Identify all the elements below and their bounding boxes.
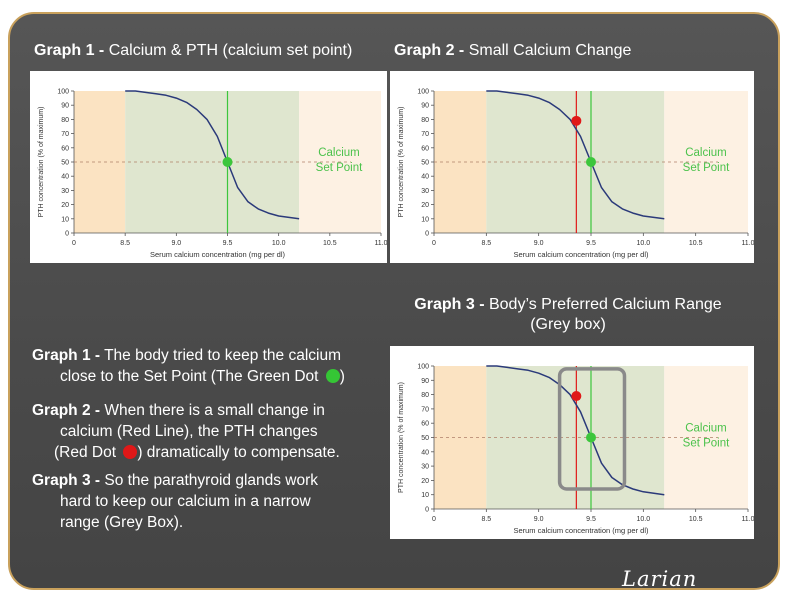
graph2-panel: 0 10 20 30 40 50 60 70 80 90 100 0 8.5 9.0 9.5 10.0 10.5… [390,71,755,263]
x-axis-label: Serum calcium concentration (mg per dl) [513,526,649,535]
y-tick-label: 50 [421,435,429,442]
y-tick-label: 60 [61,145,69,152]
y-axis-label: PTH concentration (% of maximum) [38,107,45,218]
y-tick-label: 10 [61,216,69,223]
y-tick-label: 90 [61,103,69,110]
y-axis-label: PTH concentration (% of maximum) [398,107,405,218]
y-tick-label: 100 [417,364,429,371]
green-dot-icon [325,369,340,383]
y-tick-label: 30 [421,188,429,195]
x-tick-label: 0 [432,516,436,523]
x-tick-label: 8.5 [120,240,130,247]
slide-background: Graph 1 - Calcium & PTH (calcium set poi… [8,12,780,591]
x-tick-label: 8.5 [481,516,491,523]
description-graph2: Graph 2 - When there is a small change i… [32,402,340,461]
graph1-panel: 0 10 20 30 40 50 60 70 80 90 100 0 8.5 9.0 9.5 10.0 10.5… [30,71,388,263]
y-tick-label: 40 [421,449,429,456]
set-point-label-line1: Calcium [685,423,727,435]
y-tick-label: 30 [421,464,429,471]
y-tick-label: 80 [61,117,69,124]
x-tick-label: 8.5 [481,240,491,247]
graph3-chart: 0 10 20 30 40 50 60 70 80 90 100 0 8.5 9.0 9.5 10.0 10.5… [398,364,755,536]
x-tick-label: 11.0 [741,240,754,247]
set-point-label-line2: Set Point [316,162,363,174]
description-graph3: Graph 3 - So the parathyroid glands work… [32,472,319,531]
x-tick-label: 9.5 [586,516,596,523]
x-tick-label: 11.0 [374,240,387,247]
pth-curve-line [486,365,665,496]
y-tick-label: 80 [421,117,429,124]
y-tick-label: 20 [421,202,429,209]
x-tick-label: 10.0 [272,240,286,247]
y-tick-label: 0 [425,507,429,514]
set-point-label-line1: Calcium [318,147,360,159]
y-tick-label: 80 [421,392,429,399]
x-tick-label: 10.0 [637,240,651,247]
signature-logo: Larian [622,567,698,591]
x-tick-label: 10.5 [323,240,337,247]
y-axis-label: PTH concentration (% of maximum) [398,382,405,493]
red-dot-icon [123,445,138,459]
y-tick-label: 90 [421,103,429,110]
y-tick-label: 60 [421,421,429,428]
y-tick-label: 100 [417,89,429,96]
x-tick-label: 0 [432,240,436,247]
y-tick-label: 70 [421,131,429,138]
y-tick-label: 10 [421,492,429,499]
x-tick-label: 9.0 [171,240,181,247]
y-tick-label: 20 [421,478,429,485]
graph2-title: Graph 2 - Small Calcium Change [394,42,632,59]
y-tick-label: 30 [61,188,69,195]
red-dot-point [571,115,582,126]
set-point-label-line2: Set Point [683,162,730,174]
y-tick-label: 40 [421,174,429,181]
y-tick-label: 60 [421,145,429,152]
y-tick-label: 90 [421,378,429,385]
x-tick-label: 9.5 [586,240,596,247]
x-tick-label: 10.0 [637,516,651,523]
y-tick-label: 20 [61,202,69,209]
x-tick-label: 10.5 [689,240,703,247]
y-tick-label: 50 [61,160,69,167]
y-tick-label: 100 [57,89,69,96]
x-tick-label: 9.0 [534,516,544,523]
preferred-range-grey-box [557,367,627,491]
y-tick-label: 0 [65,231,69,238]
pth-curve-line [125,90,300,220]
graph1-chart: 0 10 20 30 40 50 60 70 80 90 100 0 8.5 9.0 9.5 10.0 10.5… [38,89,388,260]
graph3-panel: 0 10 20 30 40 50 60 70 80 90 100 0 8.5 9.0 9.5 10.0 10.5… [390,346,755,539]
x-axis-label: Serum calcium concentration (mg per dl) [150,250,286,259]
y-tick-label: 70 [421,406,429,413]
x-tick-label: 0 [72,240,76,247]
graph3-title: Graph 3 - Body’s Preferred Calcium Range… [414,296,722,333]
y-tick-label: 50 [421,160,429,167]
x-tick-label: 9.0 [534,240,544,247]
graph1-title: Graph 1 - Calcium & PTH (calcium set poi… [34,42,353,59]
x-tick-label: 9.5 [223,240,233,247]
set-point-label-line1: Calcium [685,147,727,159]
x-tick-label: 11.0 [741,516,754,523]
pth-curve-line [486,90,665,220]
y-tick-label: 40 [61,174,69,181]
description-graph1: Graph 1 - The body tried to keep the cal… [32,347,345,385]
set-point-green-dot [222,157,233,167]
set-point-label-line2: Set Point [683,438,730,450]
y-tick-label: 0 [425,231,429,238]
y-tick-label: 70 [61,131,69,138]
red-dot-point [571,391,582,402]
x-tick-label: 10.5 [689,516,703,523]
set-point-green-dot [586,157,596,167]
set-point-green-dot [586,432,596,443]
x-axis-label: Serum calcium concentration (mg per dl) [513,250,649,259]
y-tick-label: 10 [421,216,429,223]
graph2-chart: 0 10 20 30 40 50 60 70 80 90 100 0 8.5 9.0 9.5 10.0 10.5… [398,89,755,260]
